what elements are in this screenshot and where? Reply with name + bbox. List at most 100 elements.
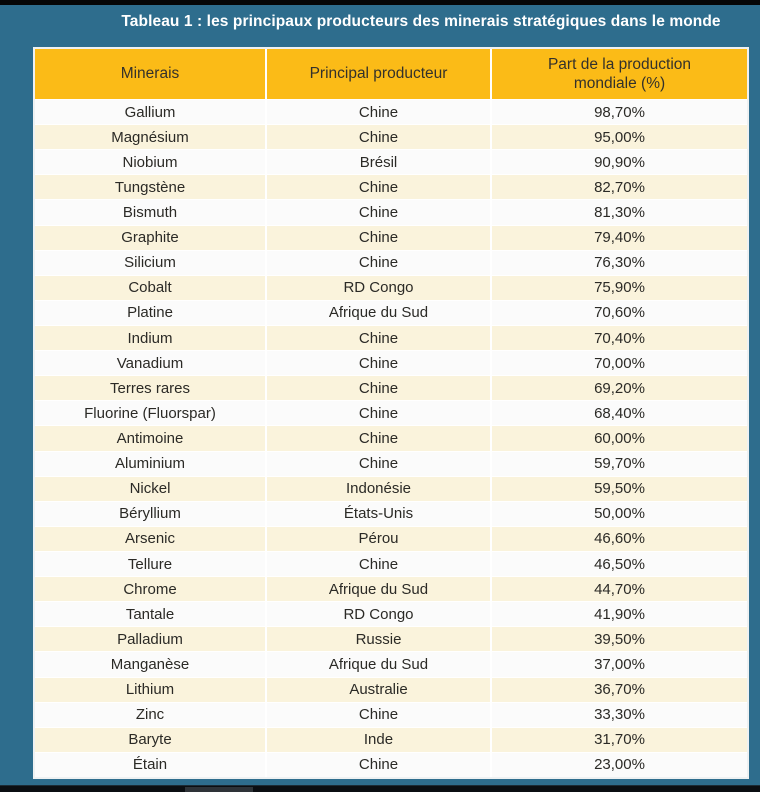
table-row: Silicium Chine 76,30% [35,249,747,275]
table-row: Baryte Inde 31,70% [35,726,747,752]
cell-share: 31,70% [594,731,645,749]
cell-share: 23,00% [594,756,645,774]
table-row: Étain Chine 23,00% [35,751,747,777]
cell-mineral: Chrome [35,577,267,602]
cell-producer: Chine [267,451,492,476]
table-row: Béryllium États-Unis 50,00% [35,500,747,526]
cell-mineral: Étain [35,752,267,777]
table-row: Aluminium Chine 59,70% [35,450,747,476]
cell-share: 50,00% [594,505,645,523]
cell-share: 59,70% [594,455,645,473]
cell-share: 82,70% [594,178,645,196]
cell-mineral: Tellure [35,551,267,577]
table-row: Tungstène Chine 82,70% [35,174,747,200]
cell-producer: RD Congo [267,275,492,300]
cell-mineral: Palladium [35,627,267,652]
cell-producer: Afrique du Sud [267,577,492,602]
table-header-row: Minerais Principal producteur Part de la… [35,49,747,99]
cell-producer: Afrique du Sud [267,300,492,325]
table-row: Gallium Chine 98,70% [35,99,747,125]
cell-share: 70,00% [594,354,645,372]
cell-mineral: Terres rares [35,376,267,401]
cell-share: 81,30% [594,203,645,221]
cell-producer: Chine [267,351,492,376]
cell-mineral: Tantale [35,602,267,627]
cell-share: 98,70% [594,103,645,121]
cell-producer: Chine [267,702,492,727]
cell-producer: Russie [267,627,492,652]
cell-mineral: Zinc [35,702,267,727]
cell-producer: Chine [267,426,492,451]
table-row: Arsenic Pérou 46,60% [35,525,747,551]
cell-share: 69,20% [594,379,645,397]
column-header-label: Minerais [120,65,180,83]
column-header-label: Part de la production mondiale (%) [547,55,692,92]
cell-mineral: Lithium [35,677,267,702]
cell-producer: Brésil [267,150,492,175]
table-row: Indium Chine 70,40% [35,324,747,351]
cell-mineral: Bismuth [35,200,267,225]
table-row: Niobium Brésil 90,90% [35,149,747,175]
cell-producer: Chine [267,125,492,150]
cell-share: 79,40% [594,229,645,247]
cell-share: 90,90% [594,153,645,171]
page-title: Tableau 1 : les principaux producteurs d… [121,13,721,30]
cell-producer: Chine [267,250,492,275]
cell-mineral: Fluorine (Fluorspar) [35,401,267,426]
table-row: Tantale RD Congo 41,90% [35,601,747,627]
cell-producer: Chine [267,752,492,777]
scrollbar-thumb[interactable] [185,787,253,792]
cell-share: 68,40% [594,404,645,422]
cell-share: 76,30% [594,254,645,272]
table-row: Platine Afrique du Sud 70,60% [35,299,747,325]
cell-mineral: Baryte [35,727,267,752]
cell-mineral: Cobalt [35,275,267,300]
cell-mineral: Aluminium [35,451,267,476]
cell-share: 39,50% [594,630,645,648]
table-row: Lithium Australie 36,70% [35,676,747,702]
table-body: Gallium Chine 98,70% Magnésium Chine 95,… [35,99,747,777]
cell-share: 33,30% [594,706,645,724]
table-row: Palladium Russie 39,50% [35,626,747,652]
cell-share: 59,50% [594,480,645,498]
cell-share: 36,70% [594,681,645,699]
cell-mineral: Vanadium [35,351,267,376]
cell-producer: Chine [267,200,492,225]
minerals-table: Minerais Principal producteur Part de la… [33,47,749,779]
table-row: Nickel Indonésie 59,50% [35,475,747,501]
column-header-label: Principal producteur [309,65,448,83]
cell-producer: Australie [267,677,492,702]
cell-mineral: Nickel [35,476,267,501]
cell-mineral: Tungstène [35,175,267,200]
table-row: Manganèse Afrique du Sud 37,00% [35,651,747,677]
cell-producer: Chine [267,551,492,577]
table-row: Magnésium Chine 95,00% [35,124,747,150]
table-row: Terres rares Chine 69,20% [35,375,747,401]
horizontal-scrollbar[interactable] [0,785,760,792]
table-row: Vanadium Chine 70,00% [35,350,747,376]
cell-mineral: Magnésium [35,125,267,150]
cell-share: 44,70% [594,580,645,598]
cell-producer: Chine [267,401,492,426]
table-row: Tellure Chine 46,50% [35,550,747,577]
cell-producer: Chine [267,100,492,125]
table-row: Antimoine Chine 60,00% [35,425,747,451]
cell-mineral: Antimoine [35,426,267,451]
cell-mineral: Indium [35,325,267,351]
cell-share: 70,40% [594,329,645,347]
cell-producer: Chine [267,376,492,401]
table-row: Bismuth Chine 81,30% [35,199,747,225]
cell-producer: Afrique du Sud [267,652,492,677]
cell-mineral: Silicium [35,250,267,275]
cell-producer: États-Unis [267,501,492,526]
table-row: Graphite Chine 79,40% [35,224,747,250]
cell-mineral: Platine [35,300,267,325]
cell-share: 95,00% [594,128,645,146]
cell-mineral: Arsenic [35,526,267,551]
cell-share: 41,90% [594,605,645,623]
cell-producer: RD Congo [267,602,492,627]
cell-share: 46,60% [594,530,645,548]
cell-mineral: Niobium [35,150,267,175]
cell-producer: Inde [267,727,492,752]
table-row: Cobalt RD Congo 75,90% [35,274,747,300]
